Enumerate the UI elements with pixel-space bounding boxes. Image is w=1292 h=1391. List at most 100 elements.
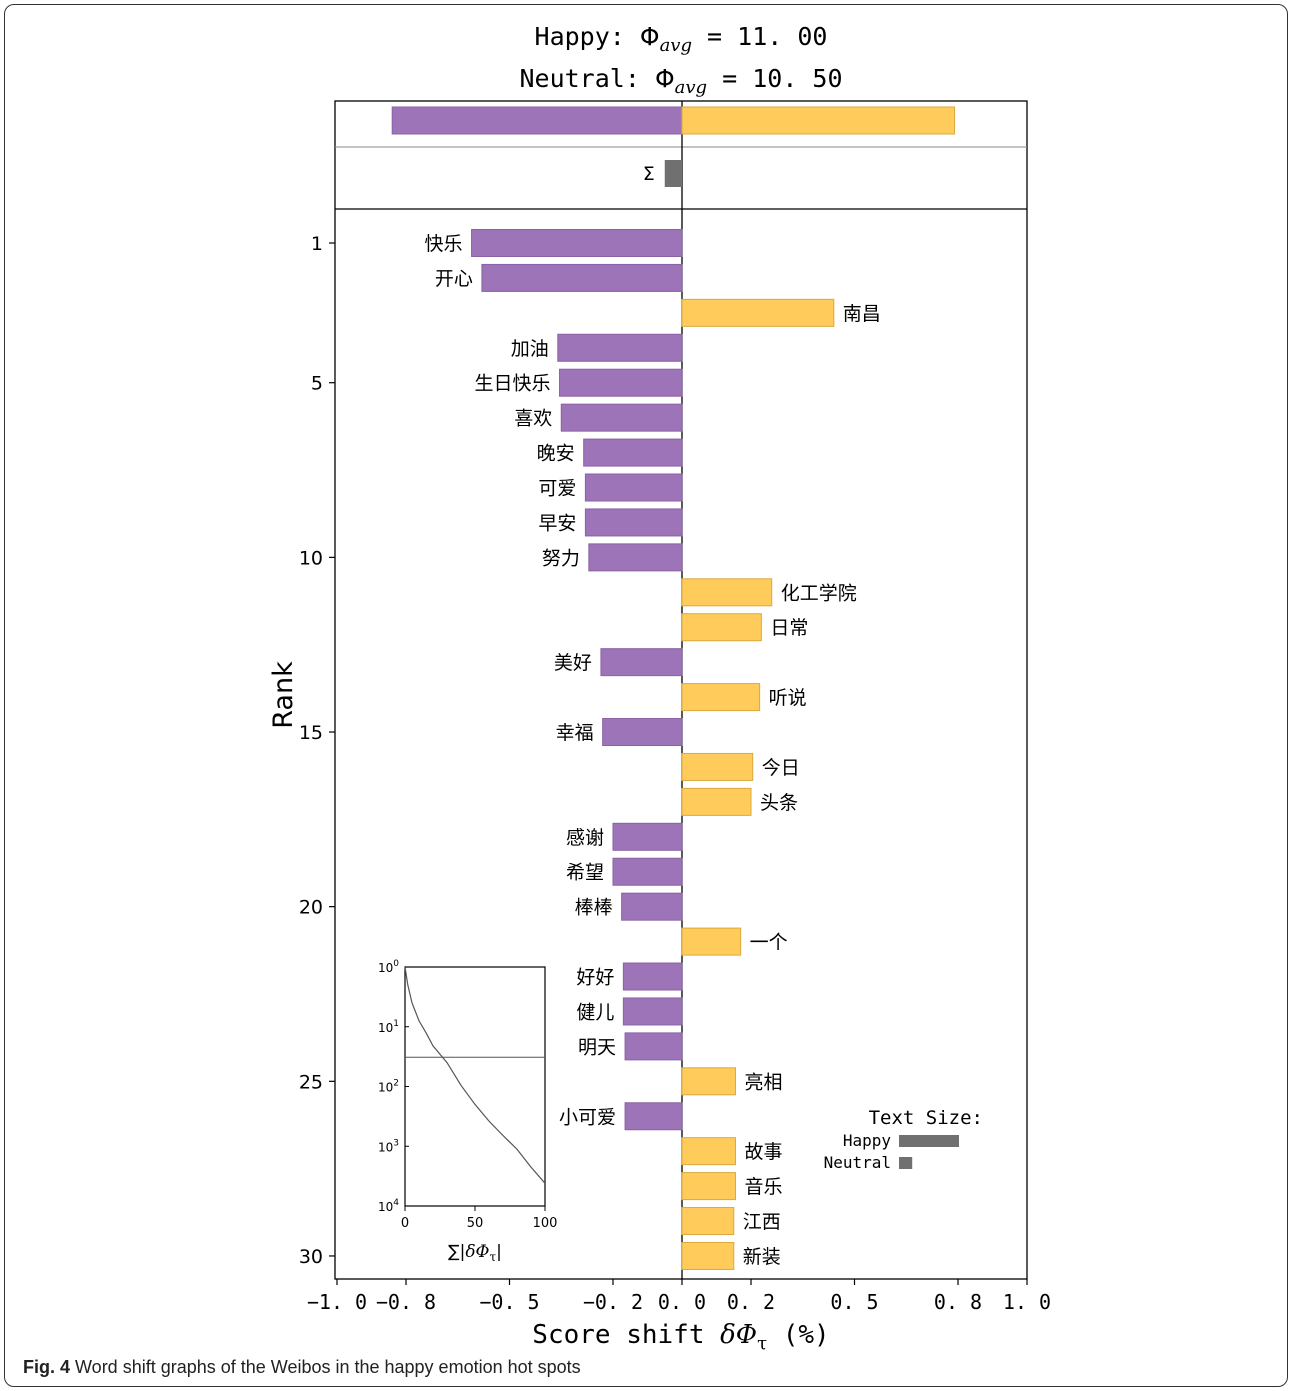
- word-label: 亮相: [744, 1071, 782, 1093]
- word-bar: [584, 508, 683, 537]
- word-bar: [560, 403, 683, 432]
- word-label: 音乐: [744, 1176, 782, 1198]
- figure-caption: Fig. 4 Word shift graphs of the Weibos i…: [23, 1357, 581, 1378]
- x-tick-label: 0. 2: [727, 1290, 775, 1314]
- word-label: 好好: [576, 967, 614, 989]
- word-bar: [681, 298, 835, 327]
- x-tick-label: 0. 0: [658, 1290, 706, 1314]
- legend-size-bar: [899, 1135, 959, 1147]
- word-label: 快乐: [425, 233, 463, 255]
- word-bar: [681, 787, 752, 816]
- word-label: 生日快乐: [475, 373, 551, 395]
- word-bar: [602, 718, 683, 747]
- word-label: 早安: [538, 512, 576, 534]
- word-bar: [471, 229, 683, 257]
- sum-label: Σ: [643, 163, 655, 185]
- word-label: 开心: [435, 268, 473, 290]
- word-label: 希望: [566, 862, 604, 884]
- word-bar: [588, 543, 683, 572]
- word-label: 小可爱: [559, 1106, 616, 1128]
- legend-title: Text Size:: [869, 1107, 983, 1129]
- word-shift-chart: Happy: Φavg = 11. 00 Neutral: Φavg = 10. …: [268, 22, 1051, 1354]
- y-tick-label: 5: [311, 373, 323, 395]
- word-label: 幸福: [556, 722, 594, 744]
- word-bar: [681, 1067, 736, 1096]
- inset-y-tick-label: 104: [378, 1198, 399, 1214]
- word-bar: [622, 997, 683, 1026]
- x-tick-label: −1. 0: [307, 1290, 367, 1314]
- word-label: 明天: [578, 1036, 616, 1058]
- inset-x-tick-label: 100: [533, 1216, 558, 1231]
- word-label: 喜欢: [514, 408, 552, 430]
- word-label: 今日: [762, 757, 800, 779]
- y-tick-label: 10: [299, 547, 323, 569]
- legend-label: Happy: [843, 1131, 892, 1150]
- word-bar: [612, 857, 683, 886]
- word-bar: [681, 1207, 735, 1236]
- chart-marks: Σ 快乐开心南昌加油生日快乐喜欢晚安可爱早安努力化工学院日常美好听说幸福今日头条感…: [391, 106, 956, 1270]
- word-bar: [621, 892, 683, 921]
- word-bar: [583, 438, 683, 467]
- word-bar: [681, 613, 762, 642]
- inset-x-axis-label: ∑|δΦτ|: [448, 1242, 502, 1264]
- word-label: 化工学院: [781, 582, 857, 604]
- text-size-legend: Text Size: Happy Neutral: [824, 1107, 983, 1172]
- caption-label: Fig. 4: [23, 1357, 71, 1377]
- y-axis-label: Rank: [268, 661, 299, 729]
- word-bar: [559, 368, 683, 397]
- word-label: 听说: [769, 687, 807, 709]
- word-bar: [584, 473, 683, 502]
- title-happy: Happy: Φavg = 11. 00: [535, 22, 828, 56]
- word-bar: [481, 263, 683, 292]
- inset-frame: [404, 966, 546, 1207]
- y-tick-label: 25: [299, 1071, 323, 1093]
- x-tick-label: −0. 2: [583, 1290, 643, 1314]
- word-label: 晚安: [537, 443, 575, 465]
- inset-y-tick-label: 103: [378, 1138, 399, 1154]
- y-tick-label: 30: [299, 1246, 323, 1268]
- word-label: 美好: [554, 652, 592, 674]
- y-tick-label: 1: [311, 233, 323, 255]
- x-tick-label: 0. 5: [830, 1290, 878, 1314]
- legend-size-bar: [899, 1157, 913, 1169]
- word-bar: [681, 1241, 735, 1270]
- inset-y-tick-label: 102: [378, 1079, 399, 1095]
- word-bar: [681, 1137, 736, 1166]
- inset-y-tick-label: 101: [378, 1019, 399, 1035]
- word-bar: [600, 648, 683, 677]
- word-bar: [624, 1032, 683, 1061]
- word-label: 江西: [743, 1211, 781, 1233]
- word-label: 故事: [744, 1141, 782, 1163]
- inset-x-tick-label: 50: [467, 1216, 484, 1231]
- y-tick-label: 15: [299, 722, 323, 744]
- x-tick-label: −0. 8: [376, 1290, 436, 1314]
- word-bar: [624, 1102, 683, 1131]
- word-bar: [681, 683, 761, 712]
- word-bar: [681, 927, 742, 956]
- inset-curve: [404, 966, 546, 1184]
- word-bar: [622, 962, 683, 991]
- sum-bar: [664, 160, 682, 187]
- word-label: 一个: [750, 932, 788, 954]
- total-negative-bar: [391, 106, 683, 135]
- word-label: 加油: [511, 338, 549, 360]
- caption-text: Word shift graphs of the Weibos in the h…: [70, 1357, 581, 1377]
- word-label: 可爱: [538, 478, 576, 500]
- word-bar: [681, 578, 773, 607]
- word-bar: [612, 822, 683, 851]
- chart-axes: −1. 0 −0. 8 −0. 5 −0. 2 0. 0 0. 2 0. 5 0. 8 1. 0…: [268, 233, 1051, 1354]
- x-tick-label: −0. 5: [479, 1290, 539, 1314]
- word-label: 南昌: [843, 303, 881, 325]
- x-tick-label: 1. 0: [1003, 1290, 1051, 1314]
- word-label: 新装: [743, 1246, 781, 1268]
- legend-label: Neutral: [824, 1153, 891, 1172]
- word-label: 努力: [542, 547, 580, 569]
- chart-titles: Happy: Φavg = 11. 00 Neutral: Φavg = 10. …: [519, 22, 842, 98]
- word-label: 健儿: [576, 1001, 614, 1023]
- x-tick-label: 0. 8: [934, 1290, 982, 1314]
- word-bar: [681, 1172, 736, 1201]
- y-tick-label: 20: [299, 897, 323, 919]
- word-bar: [681, 752, 754, 781]
- word-bar: [557, 333, 683, 362]
